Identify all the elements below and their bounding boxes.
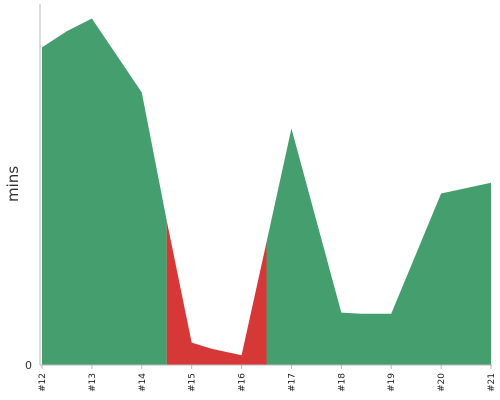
x-tick-label: #15 (188, 373, 198, 392)
y-tick-label: 0 (25, 359, 32, 372)
area-segment-1 (42, 18, 167, 365)
x-tick-label: #17 (287, 373, 297, 392)
x-tick-label: #16 (238, 373, 248, 392)
y-axis-label: mins (4, 166, 22, 202)
x-tick-label: #13 (88, 373, 98, 392)
area-segment-3 (266, 128, 491, 365)
area-series (42, 18, 491, 365)
x-tick-label: #19 (387, 373, 397, 392)
x-tick-label: #20 (437, 373, 447, 392)
area-segment-2 (166, 220, 267, 365)
x-tick-label: #21 (487, 373, 497, 392)
x-tick-labels: #12 #13 #14 #15 #16 #17 #18 #19 #20 #21 (38, 365, 497, 392)
x-tick-label: #18 (337, 373, 347, 392)
x-tick-label: #12 (38, 373, 48, 392)
x-tick-label: #14 (138, 373, 148, 392)
